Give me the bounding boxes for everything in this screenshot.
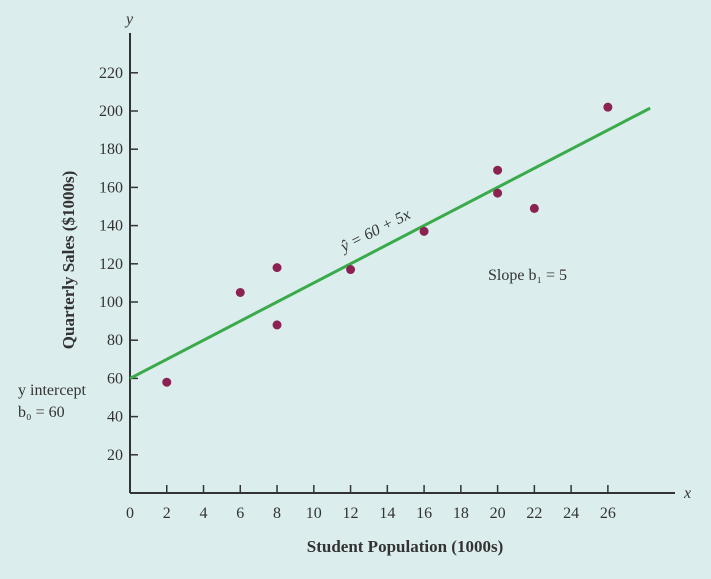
y-axis-symbol: y xyxy=(124,11,134,28)
x-tick-label: 6 xyxy=(236,505,244,522)
y-tick-label: 120 xyxy=(99,256,123,273)
y-tick-label: 100 xyxy=(99,294,123,311)
x-tick-label: 0 xyxy=(126,505,134,522)
x-tick-label: 24 xyxy=(563,505,579,522)
data-point xyxy=(272,263,282,273)
y-tick-label: 140 xyxy=(99,218,123,235)
x-tick-label: 2 xyxy=(163,505,171,522)
y-tick-label: 20 xyxy=(107,447,123,464)
intercept-label-1: y intercept xyxy=(18,382,87,399)
regression-line xyxy=(129,106,651,380)
x-axis-symbol: x xyxy=(683,485,691,502)
y-tick-label: 180 xyxy=(99,141,123,158)
x-tick-label: 4 xyxy=(200,505,208,522)
data-point xyxy=(603,102,613,112)
data-point xyxy=(493,165,503,175)
data-point xyxy=(493,188,503,198)
y-tick-label: 200 xyxy=(99,103,123,120)
data-point xyxy=(419,226,429,236)
x-tick-label: 8 xyxy=(273,505,281,522)
x-tick-label: 20 xyxy=(490,505,506,522)
equation-label: ŷ = 60 + 5x xyxy=(336,206,413,256)
data-point xyxy=(346,265,356,275)
x-axis-label: Student Population (1000s) xyxy=(307,537,503,556)
x-tick-label: 10 xyxy=(306,505,322,522)
y-tick-label: 40 xyxy=(107,409,123,426)
data-point xyxy=(529,203,539,213)
data-point xyxy=(235,287,245,297)
x-tick-label: 14 xyxy=(379,505,395,522)
y-tick-label: 220 xyxy=(99,65,123,82)
y-tick-label: 160 xyxy=(99,179,123,196)
x-tick-label: 12 xyxy=(343,505,359,522)
x-tick-label: 16 xyxy=(416,505,432,522)
x-tick-label: 26 xyxy=(600,505,616,522)
y-tick-label: 60 xyxy=(107,370,123,387)
x-tick-label: 18 xyxy=(453,505,469,522)
slope-label: Slope b₁ = 5 xyxy=(488,267,567,284)
data-point xyxy=(162,377,172,387)
y-axis-label: Quarterly Sales ($1000s) xyxy=(59,171,78,349)
y-tick-label: 80 xyxy=(107,332,123,349)
intercept-label-2: b₀ = 60 xyxy=(18,404,65,421)
data-point xyxy=(272,320,282,330)
x-tick-label: 22 xyxy=(526,505,542,522)
